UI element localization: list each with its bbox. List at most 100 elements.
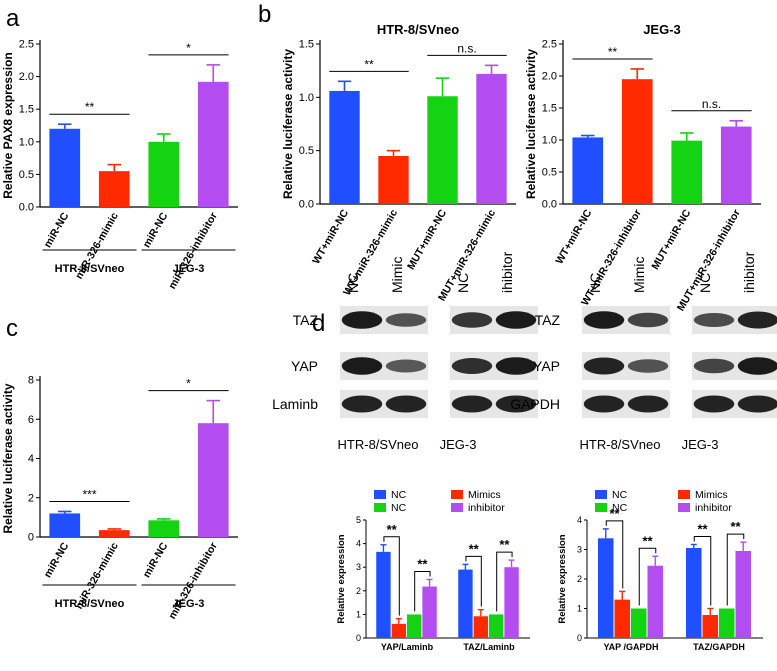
bar (720, 126, 752, 204)
y-tick-label: 1 (356, 609, 361, 619)
legend-swatch (595, 490, 607, 499)
x-tick-label: MUT+miR-NC (405, 207, 449, 272)
y-tick-label: 2 (28, 492, 34, 504)
y-tick-label: 0 (577, 633, 582, 643)
x-tick-label: miR-NC (42, 540, 72, 580)
significance-label: ** (499, 537, 510, 552)
legend-label: inhibitor (468, 502, 505, 514)
significance-label: ** (697, 521, 708, 536)
y-tick-label: 5 (356, 515, 361, 525)
legend-label: Mimics (468, 489, 501, 501)
bar (572, 137, 604, 204)
legend-swatch (374, 490, 386, 499)
y-tick-label: 4 (577, 515, 582, 525)
blot-band (693, 358, 735, 374)
western-blots-layer: NC Mimic NC ihibitor TAZ YAP Laminb HTR-8/SVneo… (272, 251, 777, 452)
y-tick-label: 4 (28, 453, 34, 465)
bar (621, 79, 653, 204)
legend-swatch (451, 503, 463, 512)
blot-band (627, 395, 669, 413)
bar (49, 513, 81, 537)
significance-label: ** (609, 506, 620, 521)
bar (735, 550, 751, 638)
blot-band (495, 357, 537, 375)
blot-column-label: ihibitor (741, 251, 757, 293)
y-tick-label: 1.0 (299, 92, 314, 104)
bar (391, 623, 406, 638)
significance-label: *** (82, 487, 96, 501)
y-tick-label: 8 (28, 375, 34, 387)
legend-swatch (678, 490, 690, 499)
y-tick-label: 0 (28, 532, 34, 544)
blot-band (693, 313, 735, 327)
group-label: HTR-8/SVneo (55, 263, 125, 275)
x-tick-label: TAZ/GAPDH (693, 642, 745, 652)
y-tick-label: 0.0 (19, 202, 34, 214)
blot-band (341, 395, 383, 413)
bar (598, 538, 614, 638)
y-tick-label: 2 (577, 574, 582, 584)
panel-letters: a b c d (6, 1, 325, 342)
legend-swatch (451, 490, 463, 499)
legend-label: NC (612, 489, 628, 501)
bar (686, 548, 702, 638)
significance-bracket (496, 551, 513, 612)
bar (476, 73, 507, 204)
blot-column-label: NC (455, 273, 471, 293)
y-tick-label: 2.0 (542, 71, 557, 83)
y-tick-label: 1.0 (19, 136, 34, 148)
legend-label: inhibitor (695, 502, 732, 514)
blot-band (385, 359, 427, 373)
x-tick-label: miR-NC (141, 540, 171, 580)
y-axis-label: Relative luciferase activity (281, 49, 295, 199)
significance-bracket (465, 555, 482, 607)
legend-label: NC (612, 502, 628, 514)
bar (489, 614, 504, 638)
y-axis-label: Relative luciferase activity (524, 49, 538, 199)
blot-band (583, 357, 625, 375)
bar (671, 140, 703, 204)
bar (427, 96, 458, 204)
significance-label: ** (364, 57, 374, 71)
blot-group-label: HTR-8/SVneo (580, 437, 661, 452)
blot-row-label: YAP (291, 358, 318, 374)
x-tick-label: miR-NC (141, 210, 171, 250)
bar (378, 156, 409, 204)
blot-column-label: Mimic (389, 256, 405, 293)
y-tick-label: 0.5 (19, 169, 34, 181)
legend-swatch (678, 503, 690, 512)
bar (614, 599, 630, 638)
bar (504, 567, 519, 638)
western-blot: NC Mimic NC ihibitor TAZ YAP GAPDH HTR-8/SVneo J… (510, 251, 777, 452)
x-tick-label: WT+miR-NC (310, 207, 351, 266)
legend-label: Mimics (695, 489, 728, 501)
blot-group-label: JEG-3 (682, 437, 719, 452)
significance-bracket (638, 547, 657, 606)
blot-group-label: JEG-3 (440, 437, 477, 452)
bar (98, 530, 130, 537)
y-tick-label: 3 (577, 545, 582, 555)
blot-row-label: TAZ (535, 312, 561, 328)
group-label: JEG-3 (173, 263, 205, 275)
bar (148, 520, 180, 537)
chart-title: JEG-3 (643, 22, 681, 37)
charts-layer: 0.0 0.5 1.0 1.5 2.0 2.5 Relative PAX8 expressi… (1, 22, 763, 652)
significance-label: ** (387, 522, 398, 537)
blot-row-label: YAP (533, 358, 560, 374)
chart-title: HTR-8/SVneo (377, 22, 459, 37)
y-axis-label: Relative expression (336, 534, 347, 623)
bar (647, 565, 663, 638)
group-label: JEG-3 (173, 598, 205, 610)
blot-column-label: NC (697, 273, 713, 293)
significance-label: ** (730, 519, 741, 534)
x-tick-label: YAP /GAPDH (603, 642, 658, 652)
y-tick-label: 1.5 (542, 103, 557, 115)
bar (458, 569, 473, 638)
significance-bracket (605, 520, 624, 589)
legend: NC Mimics NC inhibitor (595, 489, 732, 514)
blot-column-label: ihibitor (499, 251, 515, 293)
y-tick-label: 1.0 (542, 135, 557, 147)
x-tick-label: YAP/Laminb (381, 642, 434, 652)
blot-band (627, 359, 669, 373)
